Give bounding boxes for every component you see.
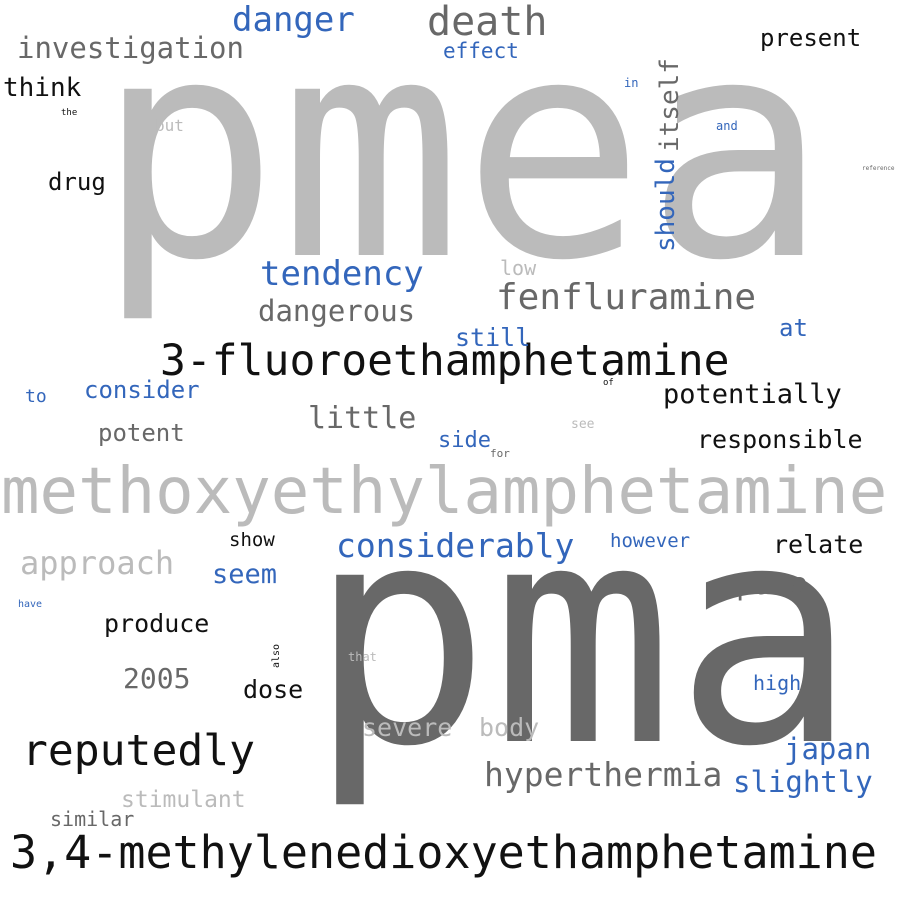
word-considerably: considerably (336, 526, 575, 565)
word-should: should (651, 158, 681, 252)
word-body: body (479, 713, 540, 742)
word-however: however (610, 530, 691, 552)
word-side: side (438, 428, 491, 453)
word-at: at (779, 314, 808, 342)
word-dangerous: dangerous (258, 294, 416, 328)
word-danger: danger (232, 0, 355, 40)
word-present: present (760, 24, 862, 52)
word-think: think (3, 73, 82, 103)
word-consider: consider (84, 376, 200, 404)
word-high: high (753, 671, 802, 695)
word-reference: reference (862, 165, 895, 172)
word-see: see (571, 417, 595, 432)
word-show: show (229, 529, 275, 551)
word-similar: similar (50, 807, 135, 831)
word-investigation: investigation (17, 31, 244, 65)
word-seem: seem (212, 559, 278, 590)
word-3-4-methylenedioxyethamphetamine: 3,4-methylenedioxyethamphetamine (10, 826, 877, 879)
word-produce: produce (104, 609, 210, 638)
word-drug: drug (48, 168, 106, 196)
word-relate: relate (773, 530, 864, 559)
word-pma: pma (308, 459, 858, 813)
word-death: death (427, 0, 548, 45)
word-reputedly: reputedly (22, 726, 255, 776)
word-in: in (624, 76, 639, 90)
word-still: still (455, 323, 531, 352)
word-for: for (490, 447, 510, 460)
word-of: of (603, 378, 614, 388)
word-potentially: potentially (663, 379, 842, 410)
word-low: low (500, 256, 537, 280)
word-3-fluoroethamphetamine: 3-fluoroethamphetamine (160, 336, 730, 386)
word-para: para (736, 567, 809, 602)
word-also: also (271, 643, 282, 668)
word-dose: dose (243, 675, 304, 704)
word-fenfluramine: fenfluramine (496, 277, 757, 318)
word-and: and (716, 119, 738, 133)
word-japan: japan (784, 732, 872, 766)
word-hyperthermia: hyperthermia (484, 755, 723, 794)
word-responsible: responsible (697, 425, 863, 454)
word-to: to (25, 386, 47, 407)
word-effect: effect (443, 39, 519, 63)
word-2005: 2005 (123, 662, 191, 695)
word-have: have (18, 599, 43, 610)
word-potent: potent (98, 419, 185, 447)
word-the: the (61, 108, 78, 118)
word-but: but (155, 116, 184, 135)
word-little: little (308, 401, 417, 436)
word-tendency: tendency (260, 254, 424, 294)
word-pmea: pmea (96, 0, 829, 327)
word-approach: approach (20, 544, 175, 582)
word-slightly: slightly (733, 765, 873, 799)
word-that: that (348, 650, 377, 664)
word-severe: severe (362, 713, 453, 742)
word-itself: itself (655, 58, 685, 152)
word-methoxyethylamphetamine: methoxyethylamphetamine (1, 455, 888, 529)
word-stimulant: stimulant (121, 787, 246, 813)
